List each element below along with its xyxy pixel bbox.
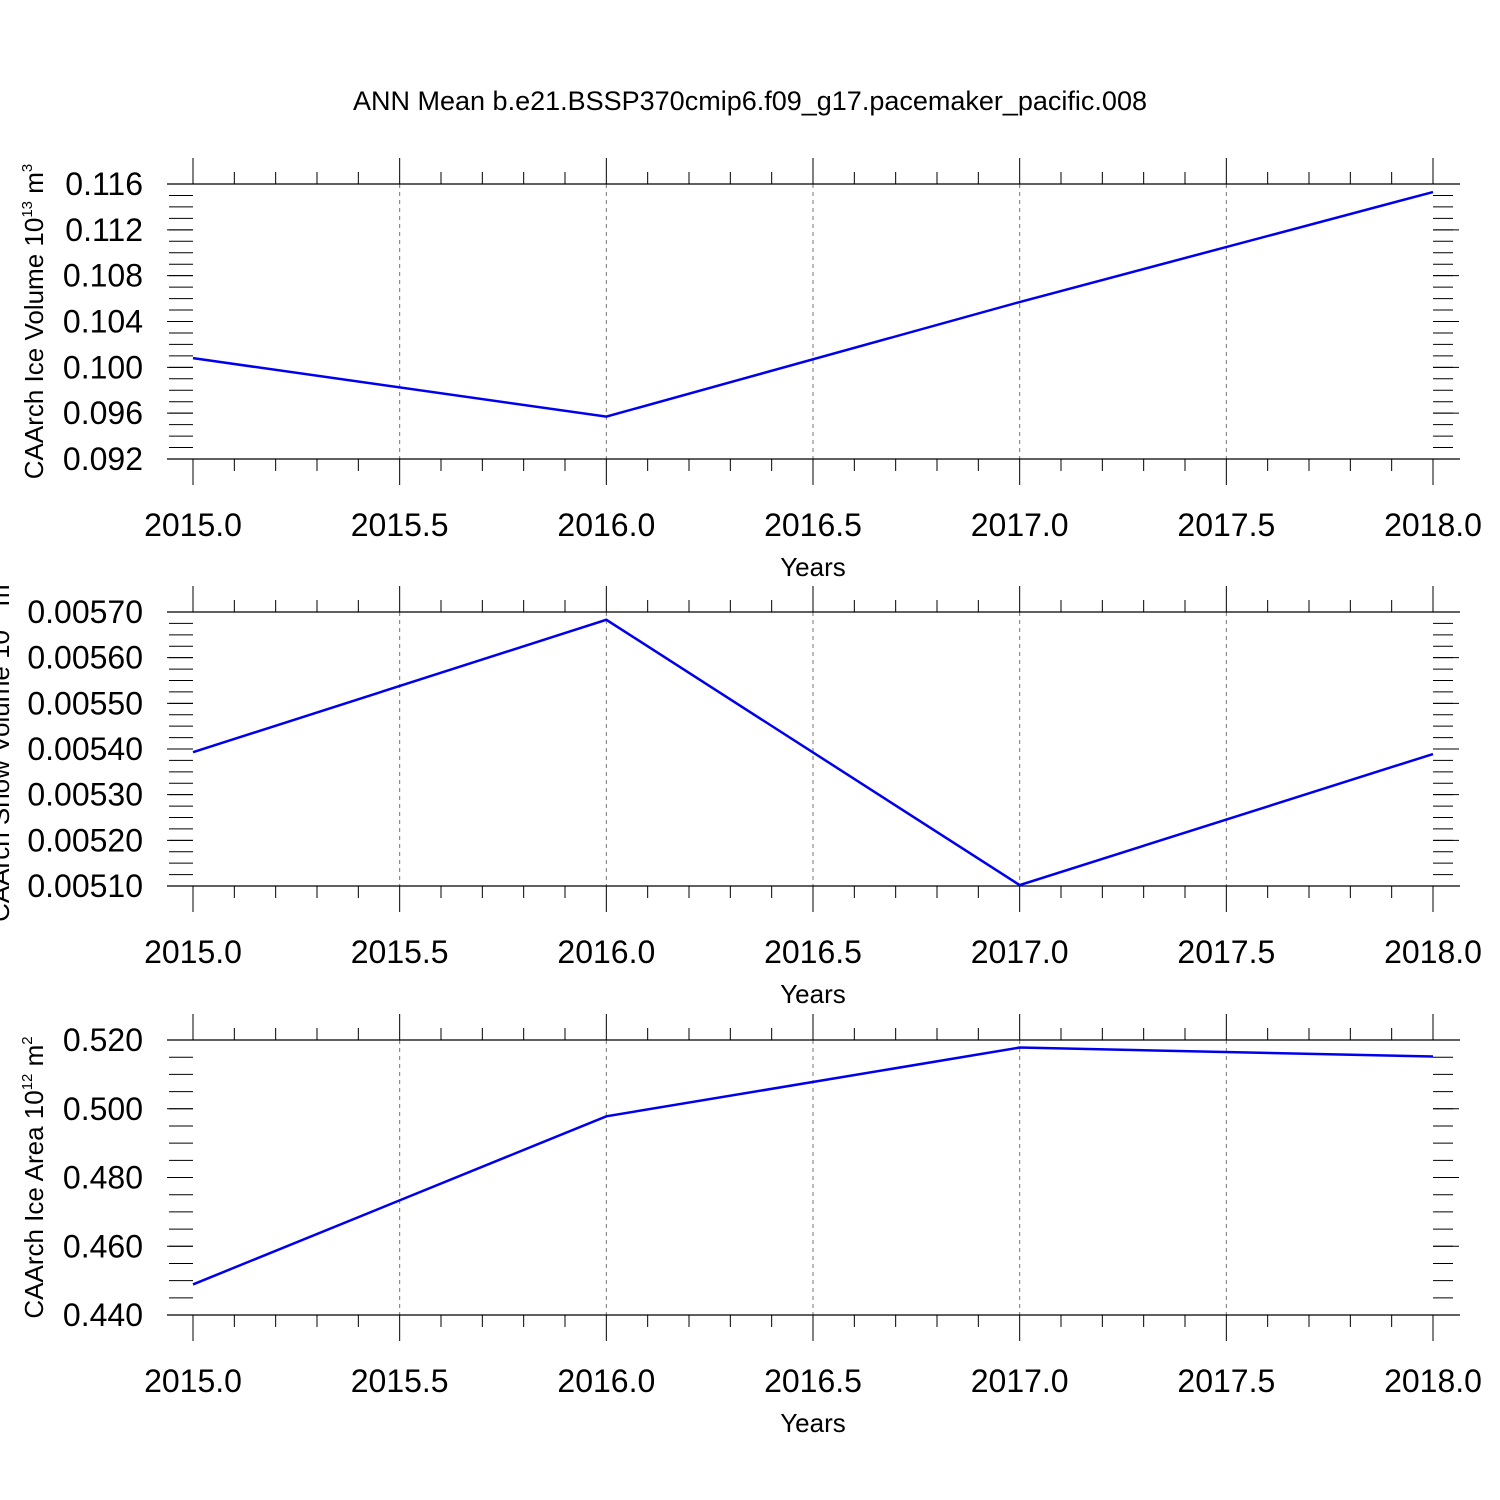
y-label-part: CAArch Ice Volume 10 <box>19 218 49 480</box>
y-tick-label: 0.00520 <box>27 822 143 858</box>
x-tick-label: 2016.0 <box>557 1363 655 1399</box>
y-label-superscript: 13 <box>0 613 2 630</box>
y-tick-label: 0.096 <box>63 395 143 431</box>
y-tick-label: 0.00570 <box>27 594 143 630</box>
y-label-part: CAArch Ice Area 10 <box>19 1090 49 1318</box>
x-tick-label: 2016.5 <box>764 1363 862 1399</box>
y-axis-label: CAArch Ice Volume 1013 m3 <box>19 164 49 480</box>
x-tick-label: 2015.0 <box>144 934 242 970</box>
y-tick-label: 0.00510 <box>27 868 143 904</box>
x-tick-label: 2016.5 <box>764 934 862 970</box>
y-tick-label: 0.00540 <box>27 731 143 767</box>
y-label-part: m <box>0 584 15 613</box>
x-tick-label: 2017.5 <box>1177 507 1275 543</box>
y-label-superscript: 13 <box>19 201 36 218</box>
y-tick-label: 0.00530 <box>27 777 143 813</box>
chart-panel-3: 2015.0 2015.5 2016.0 2016.5 2017.0 2017.5 2018… <box>19 1014 1482 1438</box>
y-label-part: CAArch Snow Volume 10 <box>0 630 15 922</box>
x-tick-label: 2017.5 <box>1177 1363 1275 1399</box>
x-tick-label: 2016.5 <box>764 507 862 543</box>
y-label-part: m <box>19 172 49 201</box>
x-tick-label: 2015.0 <box>144 1363 242 1399</box>
x-tick-label: 2015.5 <box>351 934 449 970</box>
y-axis-label: CAArch Snow Volume 1013 m3 <box>0 576 15 922</box>
x-tick-label: 2015.0 <box>144 507 242 543</box>
y-tick-label: 0.092 <box>63 441 143 477</box>
y-tick-label: 0.116 <box>65 166 143 202</box>
y-tick-label: 0.00550 <box>27 685 143 721</box>
x-tick-label: 2015.5 <box>351 507 449 543</box>
y-tick-label: 0.108 <box>63 258 143 294</box>
x-axis-label: Years <box>780 1408 846 1438</box>
y-tick-label: 0.460 <box>63 1228 143 1264</box>
x-tick-label: 2018.0 <box>1384 507 1482 543</box>
y-tick-label: 0.112 <box>65 212 143 248</box>
series-line <box>192 618 1434 887</box>
chart-panel-2: 2015.0 2015.5 2016.0 2016.5 2017.0 2017.5 2018… <box>0 576 1482 1009</box>
x-tick-label: 2017.5 <box>1177 934 1275 970</box>
x-tick-label: 2017.0 <box>971 1363 1069 1399</box>
y-tick-label: 0.104 <box>63 304 143 340</box>
y-label-superscript: 12 <box>19 1074 36 1091</box>
x-axis-label: Years <box>780 979 846 1009</box>
y-tick-label: 0.480 <box>63 1160 143 1196</box>
y-tick-label: 0.500 <box>63 1091 143 1127</box>
y-tick-label: 0.00560 <box>27 640 143 676</box>
x-tick-label: 2018.0 <box>1384 934 1482 970</box>
series-line <box>192 190 1434 418</box>
x-tick-label: 2018.0 <box>1384 1363 1482 1399</box>
y-tick-label: 0.100 <box>63 349 143 385</box>
x-tick-label: 2017.0 <box>971 934 1069 970</box>
y-label-superscript: 2 <box>19 1036 36 1044</box>
x-axis-label: Years <box>780 552 846 582</box>
y-tick-label: 0.440 <box>63 1297 143 1333</box>
series-line <box>192 1046 1434 1286</box>
x-tick-label: 2016.0 <box>557 934 655 970</box>
chart-panel-1: 2015.0 2015.5 2016.0 2016.5 2017.0 2017.5 2018… <box>19 158 1482 582</box>
x-tick-label: 2015.5 <box>351 1363 449 1399</box>
y-label-superscript: 3 <box>0 576 2 584</box>
y-tick-label: 0.520 <box>63 1022 143 1058</box>
figure-title: ANN Mean b.e21.BSSP370cmip6.f09_g17.pace… <box>353 86 1147 116</box>
x-tick-label: 2016.0 <box>557 507 655 543</box>
y-axis-label: CAArch Ice Area 1012 m2 <box>19 1036 49 1318</box>
y-label-superscript: 3 <box>19 164 36 172</box>
x-tick-label: 2017.0 <box>971 507 1069 543</box>
y-label-part: m <box>19 1045 49 1074</box>
